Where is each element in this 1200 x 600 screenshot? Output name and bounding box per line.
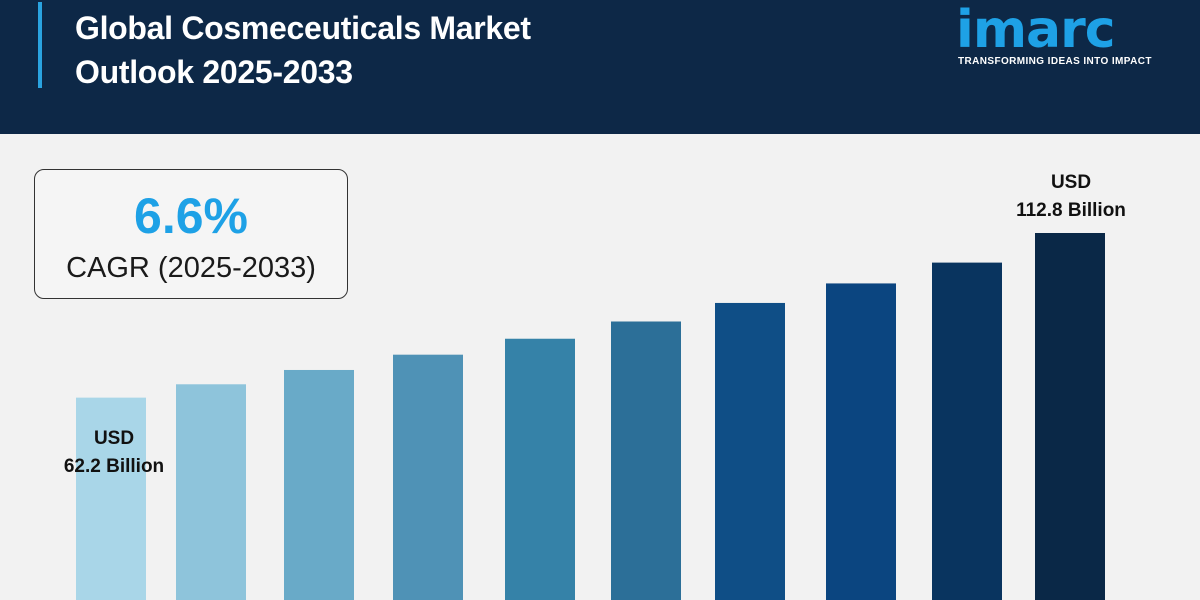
- page-title: Global Cosmeceuticals Market Outlook 202…: [75, 6, 531, 94]
- last-bar-callout-currency: USD: [1050, 172, 1092, 193]
- bar-2031: [715, 302, 785, 600]
- first-bar-callout-currency: USD: [93, 428, 135, 449]
- imarc-logo: imarc TRANSFORMING IDEAS INTO IMPACT: [950, 0, 1180, 80]
- header-banner: Global Cosmeceuticals Market Outlook 202…: [0, 0, 1200, 134]
- bar-2029: [505, 338, 575, 600]
- last-bar-callout: USD 112.8 Billion: [1003, 169, 1139, 225]
- title-accent-bar: [38, 2, 42, 88]
- bar-2034: [1035, 233, 1105, 600]
- bar-2032: [826, 283, 896, 600]
- title-line-2: Outlook 2025-2033: [75, 54, 353, 90]
- bar-2028: [393, 354, 463, 600]
- bar-2026: [176, 384, 246, 600]
- cagr-value: 6.6%: [134, 188, 248, 244]
- bar-2025: [76, 397, 146, 600]
- first-bar-callout: USD 62.2 Billion: [55, 425, 173, 481]
- last-bar-callout-amount: 112.8 Billion: [1016, 200, 1126, 221]
- bar-2033: [932, 262, 1002, 600]
- cagr-box: 6.6% CAGR (2025-2033): [34, 169, 348, 299]
- bar-2030: [611, 321, 681, 600]
- bar-2027: [284, 369, 354, 600]
- logo-wordmark: imarc: [956, 0, 1116, 60]
- logo-tagline: TRANSFORMING IDEAS INTO IMPACT: [958, 56, 1152, 67]
- first-bar-callout-amount: 62.2 Billion: [63, 456, 165, 477]
- title-line-1: Global Cosmeceuticals Market: [75, 10, 531, 46]
- cagr-label: CAGR (2025-2033): [66, 252, 316, 284]
